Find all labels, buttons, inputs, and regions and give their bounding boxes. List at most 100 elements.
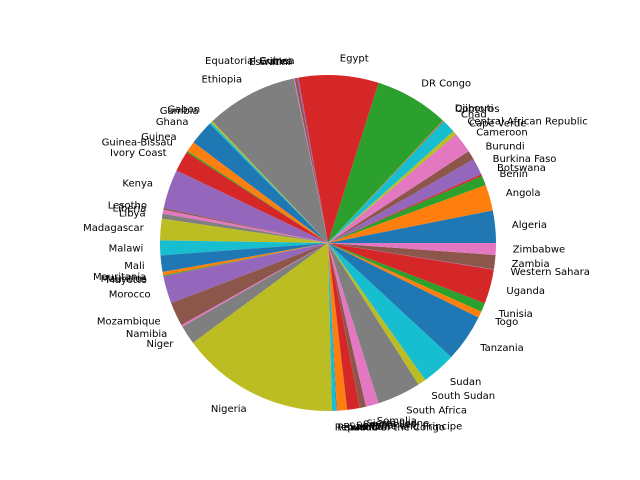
- slice-label-kenya: Kenya: [122, 179, 153, 190]
- pie-slice-burkina-faso: [328, 159, 482, 243]
- pie-slice-south-sudan: [328, 243, 426, 385]
- pie-slice-burundi: [328, 151, 474, 243]
- slice-label-burkina-faso: Burkina Faso: [493, 154, 557, 165]
- slice-label-sao-tome-and-principe: Sao Tome and Principe: [349, 422, 462, 433]
- slice-label-mayotte: Mayotte: [106, 275, 147, 286]
- pie-slice-sierra-leone: [328, 243, 367, 408]
- slice-label-mauritania: Mauritania: [93, 272, 146, 283]
- slice-label-benin: Benin: [500, 169, 528, 180]
- slice-label-south-africa: South Africa: [406, 405, 467, 416]
- pie-slice-rwanda: [328, 243, 348, 411]
- pie-slice-benin: [328, 175, 486, 243]
- pie-slice-reunion: [328, 243, 337, 411]
- pie-slice-central-african-republic: [328, 131, 457, 243]
- slice-label-guinea: Guinea: [141, 132, 176, 143]
- slice-label-republic-of-the-congo: Republic of the Congo: [335, 423, 445, 434]
- pie-slice-chad: [328, 121, 454, 243]
- slice-label-dr-congo: DR Congo: [421, 79, 471, 90]
- pie-slice-guinea-bissau: [186, 151, 328, 243]
- slice-label-south-sudan: South Sudan: [431, 391, 495, 402]
- slice-label-malawi: Malawi: [109, 243, 144, 254]
- pie-slice-botswana: [328, 174, 483, 243]
- slice-label-lesotho: Lesotho: [108, 201, 147, 212]
- pie-slice-guinea: [187, 142, 328, 243]
- pie-slice-libya: [161, 213, 328, 243]
- slice-label-nigeria: Nigeria: [211, 404, 247, 415]
- slice-label-guinea-bissau: Guinea-Bissau: [102, 138, 173, 149]
- pie-slice-eritrea: [294, 77, 328, 243]
- slice-label-madagascar: Madagascar: [83, 223, 145, 234]
- slice-label-togo: Togo: [494, 317, 518, 328]
- pie-slice-ivory-coast: [176, 152, 328, 243]
- slice-label-ghana: Ghana: [156, 117, 189, 128]
- pie-slice-morocco: [163, 243, 328, 304]
- slice-label-cameroon: Cameroon: [476, 128, 527, 139]
- pie-slice-zimbabwe: [328, 243, 497, 256]
- pie-slice-senegal: [328, 243, 360, 410]
- slice-label-gabon: Gabon: [167, 105, 200, 116]
- slice-label-burundi: Burundi: [486, 141, 525, 152]
- pie-slices: [159, 75, 497, 411]
- slice-label-namibia: Namibia: [126, 329, 167, 340]
- slice-label-sudan: Sudan: [450, 377, 482, 388]
- slice-label-senegal: Senegal: [356, 421, 396, 432]
- slice-label-comoros: Comoros: [455, 104, 499, 115]
- slice-label-libya: Libya: [119, 209, 146, 220]
- pie-slice-niger: [182, 243, 328, 343]
- pie-slice-lesotho: [163, 208, 328, 243]
- slice-label-angola: Angola: [506, 188, 541, 199]
- slice-label-sierra-leone: Sierra Leone: [367, 419, 430, 430]
- pie-slice-angola: [328, 185, 493, 243]
- pie-slice-nigeria: [192, 243, 332, 411]
- slice-label-equatorial-guinea: Equatorial Guinea: [205, 56, 295, 67]
- pie-slice-tunisia: [328, 243, 485, 312]
- pie-slice-namibia: [181, 243, 328, 327]
- slice-label-tunisia: Tunisia: [498, 309, 533, 320]
- pie-slice-djibouti: [328, 120, 444, 243]
- slice-label-eritrea: Eritrea: [259, 57, 292, 68]
- pie-slice-mozambique: [171, 243, 328, 326]
- slice-label-mali: Mali: [124, 261, 144, 272]
- pie-slice-comoros: [328, 121, 444, 243]
- pie-slice-liberia: [162, 209, 328, 243]
- pie-slice-cameroon: [328, 134, 469, 243]
- pie-slice-kenya: [163, 170, 328, 243]
- slice-label-zimbabwe: Zimbabwe: [513, 245, 566, 256]
- pie-slice-republic-of-the-congo: [328, 243, 337, 411]
- slice-label-liberia: Liberia: [113, 204, 147, 215]
- slice-label-seychelles: Seychelles: [363, 419, 416, 430]
- pie-slice-madagascar: [160, 218, 328, 243]
- slice-label-djibouti: Djibouti: [455, 104, 494, 115]
- slice-label-cape-verde: Cape Verde: [469, 119, 526, 130]
- pie-slice-mauritius: [163, 243, 328, 277]
- slice-label-rwanda: Rwanda: [343, 422, 383, 433]
- pie-slice-ethiopia: [212, 78, 328, 243]
- slice-label-mozambique: Mozambique: [97, 316, 161, 327]
- pie-slice-south-africa: [328, 243, 419, 404]
- pie-slice-sao-tome-and-principe: [328, 243, 348, 410]
- slice-label-western-sahara: Western Sahara: [511, 267, 590, 278]
- slice-label-egypt: Egypt: [340, 54, 369, 65]
- slice-label-reunion: Reunion: [337, 423, 378, 434]
- pie-slice-algeria: [328, 210, 496, 243]
- pie-slice-sudan: [328, 243, 452, 380]
- slice-label-gambia: Gambia: [160, 106, 199, 117]
- pie-slice-uganda: [328, 243, 494, 304]
- pie-slice-mayotte: [163, 243, 328, 277]
- pie-slice-zambia: [328, 243, 496, 270]
- slice-label-central-african-republic: Central African Republic: [467, 117, 587, 128]
- pie-slice-gambia: [209, 122, 328, 243]
- slice-label-niger: Niger: [147, 339, 175, 350]
- slice-label-tanzania: Tanzania: [479, 343, 524, 354]
- slice-label-botswana: Botswana: [497, 163, 546, 174]
- pie-slice-mauritania: [162, 243, 328, 276]
- pie-slice-ghana: [193, 123, 328, 243]
- pie-slice-equatorial-guinea: [297, 77, 328, 243]
- slice-label-eswatini: Eswatini: [249, 57, 291, 68]
- slice-label-mauritius: Mauritius: [101, 274, 147, 285]
- slice-label-uganda: Uganda: [506, 286, 545, 297]
- pie-slice-malawi: [159, 240, 328, 256]
- slice-label-algeria: Algeria: [512, 220, 547, 231]
